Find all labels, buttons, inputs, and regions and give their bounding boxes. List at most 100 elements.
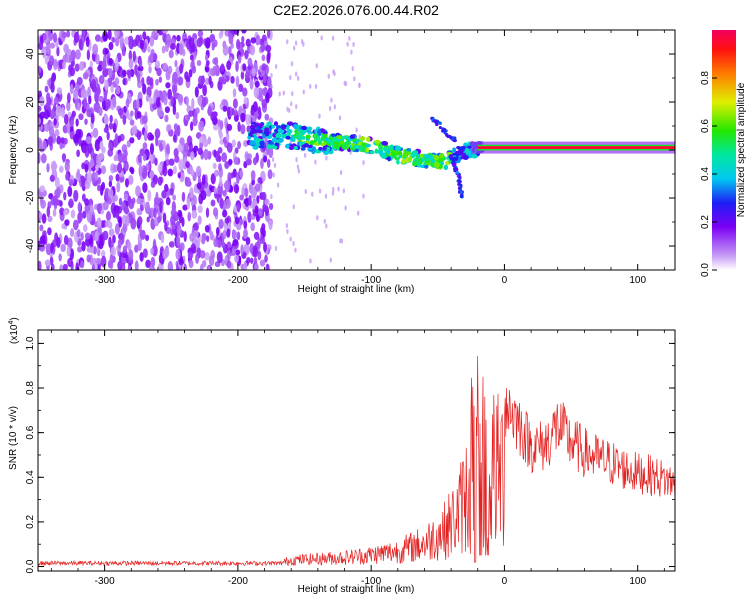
- spectrogram-noise-cell: [193, 222, 199, 232]
- spectrogram-noise-cell: [63, 209, 69, 216]
- spectrogram-noise-cell: [59, 264, 64, 270]
- spectrogram-noise-cell: [235, 60, 239, 72]
- spectrogram-ridge-cell: [412, 161, 418, 167]
- spectrogram-x-ticks: -300 -200 -100 0 100: [50, 30, 665, 286]
- spectrogram-noise-cell: [152, 103, 158, 110]
- spectrogram-noise-cell: [101, 181, 106, 191]
- spectrogram-noise-cell: [127, 175, 134, 186]
- spectrogram-noise-cell: [84, 198, 90, 206]
- spectrogram-noise-cell: [161, 165, 166, 174]
- spectrogram-noise-cell: [53, 102, 57, 112]
- spectrogram-noise-cell: [192, 33, 198, 41]
- spectrogram-branch-cell: [458, 175, 462, 179]
- spectrogram-ridge-cell: [360, 136, 366, 142]
- spectrogram-noise-cell: [49, 126, 55, 138]
- spectrogram-noise-cell: [233, 156, 239, 165]
- spectrogram-noise-cell: [229, 185, 234, 193]
- spectrogram-ridge-cell: [285, 135, 291, 140]
- spectrogram-noise-cell: [81, 240, 86, 252]
- spectrogram-noise-cell: [52, 208, 57, 217]
- spectrogram-noise-cell: [128, 35, 134, 42]
- spectrogram-noise-cell: [38, 152, 41, 164]
- spectrogram-x-tick-label: -200: [228, 275, 248, 286]
- spectrogram-faint-cell: [270, 194, 273, 200]
- spectrogram-noise-cell: [249, 44, 256, 56]
- spectrogram-noise-cell: [39, 111, 46, 119]
- spectrogram-ridge-cell: [336, 135, 343, 140]
- spectrogram-noise-cell: [234, 254, 239, 263]
- spectrogram-noise-cell: [76, 76, 83, 86]
- spectrogram-x-tick-label: 0: [502, 275, 508, 286]
- spectrogram-noise-cell: [122, 245, 128, 254]
- spectrogram-noise-cell: [154, 60, 161, 69]
- spectrogram-noise-cell: [241, 30, 247, 34]
- spectrogram-ridge-cell: [353, 144, 358, 150]
- spectrogram-noise-cell: [117, 162, 123, 174]
- spectrogram-ridge-cell: [462, 154, 469, 160]
- spectrogram-noise-cell: [86, 49, 91, 61]
- spectrogram-noise-cell: [212, 123, 219, 131]
- spectrogram-noise-cell: [40, 153, 47, 164]
- spectrogram-noise-cell: [139, 229, 146, 240]
- spectrogram-faint-cell: [274, 245, 278, 251]
- spectrogram-faint-cell: [351, 66, 354, 72]
- spectrogram-noise-cell: [96, 83, 101, 94]
- spectrogram-noise-cell: [98, 106, 103, 116]
- spectrogram-noise-cell: [117, 260, 123, 270]
- figure-title: C2E2.2026.076.00.44.R02: [273, 2, 439, 18]
- spectrogram-ridge-cell: [251, 126, 256, 133]
- spectrogram-ridge-cell: [315, 150, 321, 154]
- spectrogram-noise-cell: [134, 64, 138, 76]
- spectrogram-noise-cell: [186, 197, 191, 210]
- spectrogram-noise-cell: [60, 107, 66, 119]
- spectrogram-faint-cell: [309, 258, 312, 264]
- spectrogram-noise-cell: [258, 94, 264, 102]
- spectrogram-noise-cell: [244, 71, 250, 80]
- spectrogram-noise-cell: [237, 141, 242, 150]
- spectrogram-faint-cell: [338, 115, 342, 121]
- spectrogram-noise-cell: [77, 102, 81, 111]
- spectrogram-ridge-cell: [285, 143, 290, 149]
- spectrogram-noise-cell: [165, 82, 171, 89]
- spectrogram-noise-cell: [176, 224, 182, 236]
- spectrogram-noise-cell: [114, 30, 120, 39]
- spectrogram-noise-cell: [170, 95, 174, 107]
- spectrogram-noise-cell: [137, 153, 142, 163]
- spectrogram-ridge-cell: [396, 159, 400, 165]
- spectrogram-noise-cell: [205, 207, 210, 218]
- spectrogram-noise-cell: [212, 207, 219, 217]
- spectrogram-noise-cell: [101, 249, 106, 258]
- spectrogram-noise-cell: [253, 257, 258, 266]
- spectrogram-ridge-cell: [307, 131, 314, 135]
- spectrogram-ridge-cell: [275, 132, 282, 139]
- spectrogram-noise-cell: [266, 30, 271, 39]
- spectrogram-noise-cell: [255, 34, 261, 46]
- spectrogram-noise-cell: [165, 33, 172, 46]
- spectrogram-noise-cell: [98, 95, 104, 103]
- spectrogram-noise-cell: [226, 249, 231, 261]
- spectrogram-noise-cell: [240, 112, 246, 123]
- spectrogram-noise-cell: [46, 92, 51, 103]
- spectrogram-noise-cell: [168, 158, 175, 166]
- spectrogram-ridge-cell: [333, 144, 340, 149]
- spectrogram-noise-cell: [253, 263, 259, 270]
- spectrogram-noise-cell: [111, 36, 116, 43]
- colorbar-tick-label: 0.8: [700, 71, 711, 85]
- spectrogram-noise-cell: [69, 66, 76, 77]
- spectrogram-ridge-cell: [369, 150, 375, 155]
- spectrogram-faint-cell: [355, 127, 358, 133]
- spectrogram-noise-cell: [78, 38, 83, 50]
- spectrogram-ridge-cell: [301, 135, 306, 141]
- spectrogram-noise-cell: [235, 249, 241, 256]
- colorbar-tick-label: 0.2: [700, 215, 711, 229]
- spectrogram-noise-cell: [74, 63, 80, 72]
- snr-y-multiplier-base: (x10: [9, 324, 20, 344]
- spectrogram-noise-cell: [85, 136, 92, 144]
- spectrogram-ridge-cell: [381, 141, 388, 145]
- spectrogram-x-tick-label: -100: [361, 275, 381, 286]
- spectrogram-noise-cell: [89, 158, 95, 168]
- spectrogram-noise-cell: [84, 118, 88, 125]
- spectrogram-noise-cell: [179, 242, 185, 252]
- spectrogram-noise-cell: [42, 139, 47, 151]
- spectrogram-noise-cell: [245, 113, 251, 126]
